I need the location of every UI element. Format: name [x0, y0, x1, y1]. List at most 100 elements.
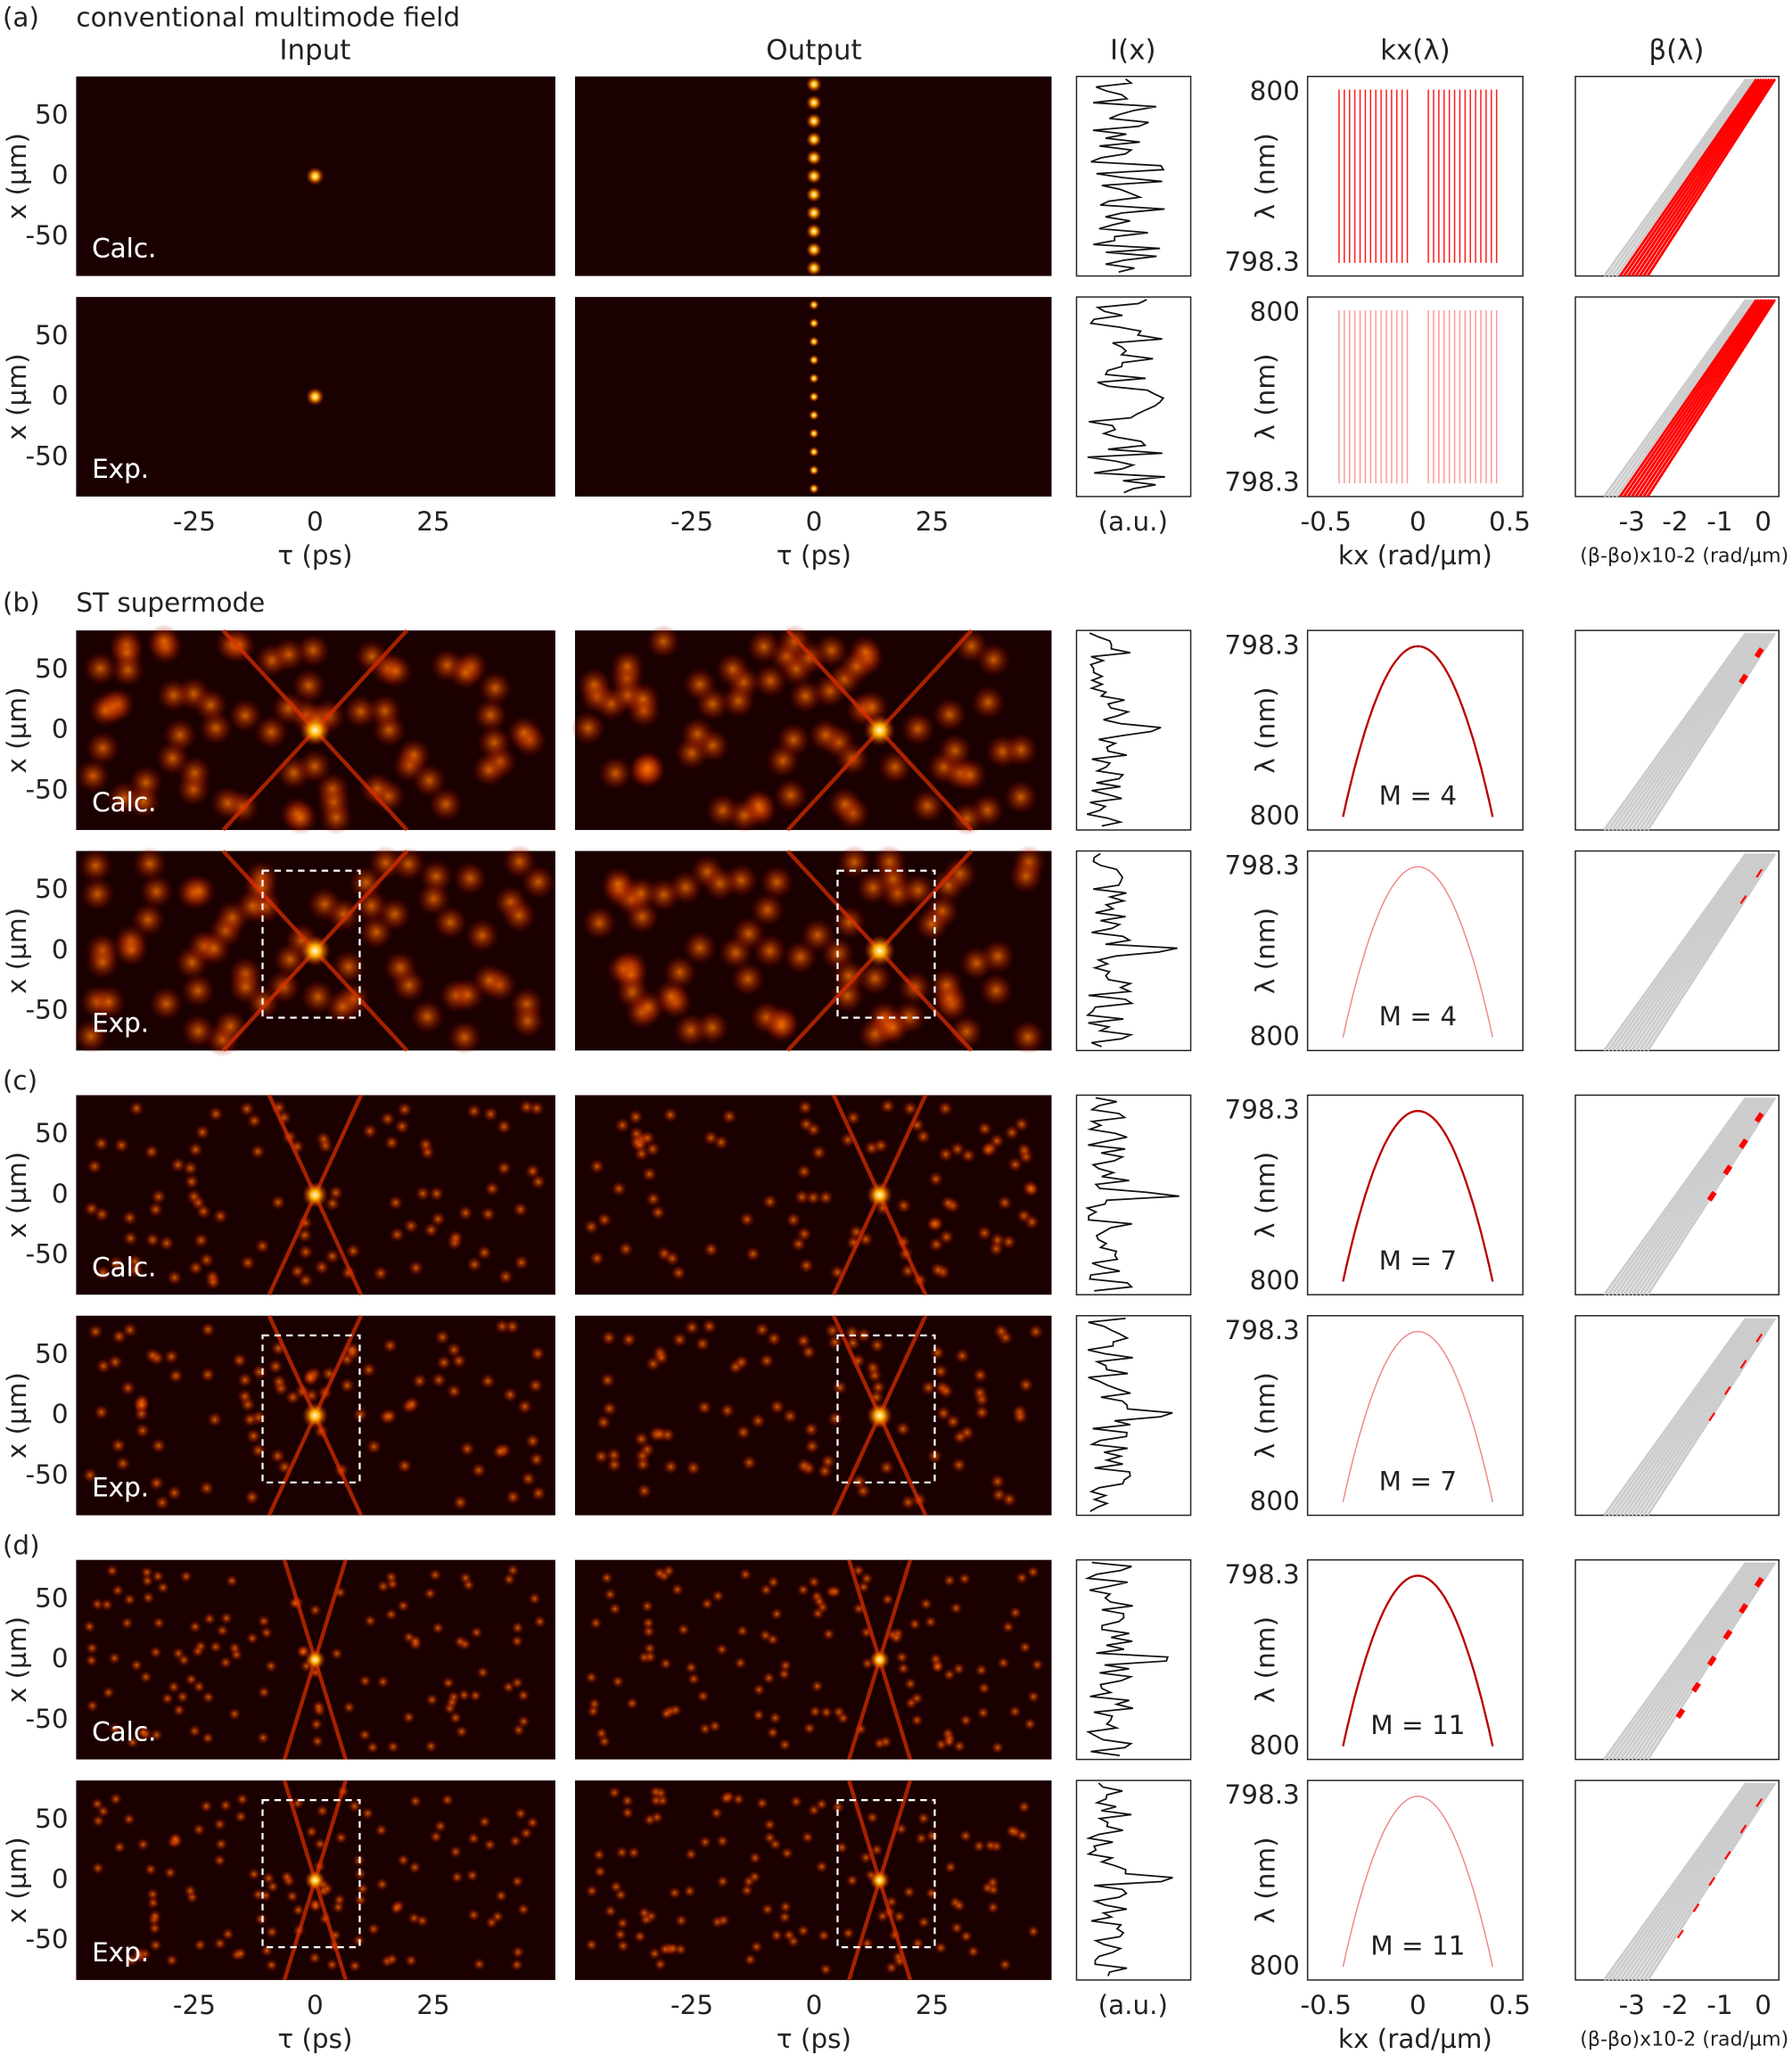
speckle: [192, 1822, 206, 1837]
speckle: [207, 1411, 223, 1428]
speckle: [465, 1869, 480, 1882]
speckle: [384, 1570, 399, 1584]
speckle: [937, 733, 973, 768]
beta-mode: [1739, 1824, 1747, 1834]
speckle: [245, 1427, 262, 1444]
focus-spot: [863, 714, 896, 746]
beta-mode: [1706, 1656, 1717, 1667]
speckle: [383, 1134, 400, 1151]
x-tick-label: 0: [1410, 1990, 1426, 2020]
x-tick-label: 25: [916, 506, 949, 537]
beta-line: [1611, 299, 1753, 497]
speckle: [719, 1791, 733, 1805]
beta-line: [1642, 1561, 1774, 1761]
dashed-box: [261, 1334, 361, 1484]
speckle: [832, 1705, 846, 1719]
speckle: [188, 1724, 201, 1738]
y-tick-label: 0: [52, 934, 69, 965]
y-tick-label: 0: [52, 1863, 69, 1894]
beta-line: [1631, 299, 1766, 497]
kx-frame: [1306, 1779, 1524, 1981]
speckle: [464, 918, 499, 953]
speckle: [819, 1705, 834, 1719]
speckle: [881, 1592, 895, 1607]
speckle: [822, 1627, 835, 1641]
x-tick-label: -25: [670, 506, 713, 537]
speckle: [873, 1138, 889, 1154]
speckle: [119, 1380, 136, 1396]
y-tick-label: 800: [1250, 1265, 1300, 1295]
speckle: [239, 1101, 255, 1117]
row-label: Calc.: [92, 787, 156, 818]
speckle: [402, 1710, 415, 1724]
speckle: [254, 1237, 271, 1254]
speckle: [122, 1592, 136, 1607]
speckle: [452, 1494, 469, 1511]
speckle: [384, 1607, 399, 1622]
speckle: [974, 1663, 989, 1677]
speckle: [976, 1225, 993, 1241]
speckle: [455, 1724, 469, 1738]
axis-label: x (µm): [2, 908, 32, 994]
speckle: [267, 1358, 284, 1375]
heatmap: [574, 1094, 1052, 1296]
speckle: [925, 1829, 940, 1843]
speckle: [769, 1399, 785, 1415]
speckle: [744, 1952, 757, 1967]
mode-label: M = 11: [1370, 1931, 1465, 1961]
speckle: [1026, 1565, 1040, 1579]
speckle: [91, 1814, 105, 1828]
y-tick-label: -50: [25, 1924, 68, 1954]
speckle: [201, 1690, 216, 1705]
speckle: [949, 1921, 964, 1935]
speckle: [90, 1597, 104, 1611]
speckle: [403, 1218, 419, 1234]
speckle: [764, 1008, 799, 1043]
intensity-profile: [1086, 632, 1162, 827]
beta-mode: [1754, 647, 1764, 659]
speckle: [86, 1699, 100, 1713]
beta-line: [1646, 852, 1777, 1052]
speckle: [1023, 1181, 1040, 1197]
speckle: [227, 698, 263, 733]
speckle: [305, 1825, 318, 1839]
speckle: [235, 1792, 250, 1806]
speckle: [431, 1621, 445, 1635]
speckle: [415, 1185, 432, 1202]
y-tick-label: 0: [52, 381, 69, 411]
spot: [806, 131, 822, 148]
speckle: [983, 1838, 998, 1853]
speckle: [144, 1144, 160, 1160]
speckle: [804, 1438, 820, 1455]
speckle: [445, 1696, 459, 1709]
intensity-frame: [1075, 296, 1192, 497]
speckle: [325, 1958, 339, 1972]
speckle: [188, 1620, 202, 1633]
beta-line: [1642, 852, 1774, 1052]
speckle: [367, 694, 402, 728]
axis-label: λ (nm): [1250, 1152, 1280, 1238]
speckle: [93, 1404, 110, 1420]
speckle: [797, 1099, 814, 1115]
speckle: [986, 1901, 1000, 1914]
speckle: [231, 1352, 248, 1368]
speckle: [375, 1878, 389, 1891]
focus-spot: [306, 387, 325, 407]
speckle: [796, 1226, 812, 1242]
beta-line: [1615, 1782, 1755, 1981]
speckle: [879, 1735, 893, 1749]
speckle: [397, 1853, 410, 1867]
speckle: [1027, 1323, 1044, 1340]
speckle: [179, 1569, 193, 1583]
speckle: [777, 1911, 792, 1924]
speckle: [703, 1241, 719, 1258]
speckle: [484, 1180, 500, 1197]
speckle: [695, 1336, 711, 1352]
speckle: [366, 1740, 380, 1755]
axis-label: λ (nm): [1250, 687, 1280, 774]
speckle: [240, 1254, 256, 1271]
speckle: [971, 685, 1006, 720]
speckle: [529, 1100, 545, 1117]
speckle: [111, 1583, 125, 1598]
speckle: [166, 1270, 183, 1286]
